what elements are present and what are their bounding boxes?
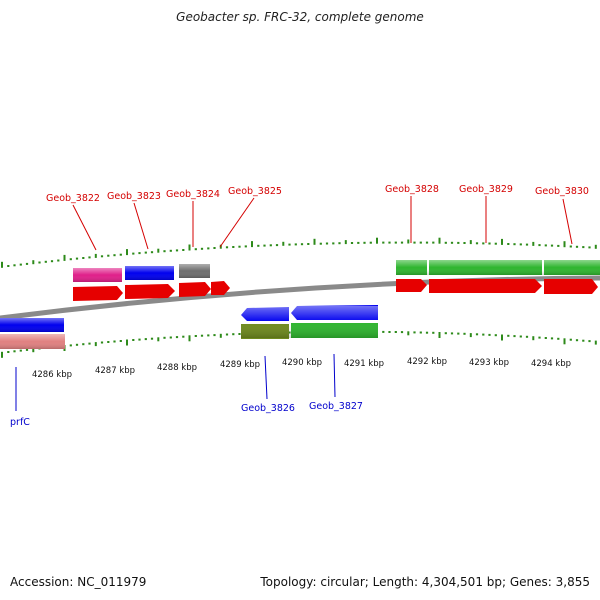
gene-label-geob-3824[interactable]: Geob_3824: [166, 189, 220, 200]
gene-label-prfc[interactable]: prfC: [10, 417, 30, 428]
cds-arrow[interactable]: [125, 284, 175, 299]
cds-arrow[interactable]: [544, 279, 598, 294]
scale-label: 4293 kbp: [469, 358, 509, 368]
gene-label-geob-3828[interactable]: Geob_3828: [385, 184, 439, 195]
scale-label: 4286 kbp: [32, 370, 72, 380]
gene-label-geob-3823[interactable]: Geob_3823: [107, 191, 161, 202]
scale-label: 4287 kbp: [95, 366, 135, 376]
gene-label-geob-3822[interactable]: Geob_3822: [46, 193, 100, 204]
accession-text: Accession: NC_011979: [10, 575, 147, 589]
scale-label: 4290 kbp: [282, 358, 322, 368]
tick-row-top: [1, 237, 597, 268]
gene-label-geob-3830[interactable]: Geob_3830: [535, 186, 589, 197]
scale-label: 4291 kbp: [344, 359, 384, 369]
cds-arrow[interactable]: [429, 279, 542, 293]
gene-labels: Geob_3822 Geob_3823 Geob_3824 Geob_3825 …: [10, 184, 589, 428]
map-title: Geobacter sp. FRC-32, complete genome: [176, 10, 424, 24]
gene-label-geob-3826[interactable]: Geob_3826: [241, 403, 295, 414]
cds-arrow[interactable]: [179, 282, 211, 297]
callout-lines: [15, 196, 573, 411]
scale-labels: 4286 kbp 4287 kbp 4288 kbp 4289 kbp 4290…: [32, 357, 571, 380]
scale-label: 4294 kbp: [531, 359, 571, 369]
gene-features: [0, 260, 600, 349]
scale-label: 4292 kbp: [407, 357, 447, 367]
cds-arrow[interactable]: [73, 286, 123, 301]
gene-label-geob-3829[interactable]: Geob_3829: [459, 184, 513, 195]
genome-summary-text: Topology: circular; Length: 4,304,501 bp…: [260, 575, 590, 589]
cds-arrow[interactable]: [396, 279, 427, 292]
cds-arrow[interactable]: [211, 281, 230, 295]
gene-label-geob-3827[interactable]: Geob_3827: [309, 401, 363, 412]
gene-label-geob-3825[interactable]: Geob_3825: [228, 186, 282, 197]
scale-label: 4288 kbp: [157, 363, 197, 373]
scale-label: 4289 kbp: [220, 360, 260, 370]
